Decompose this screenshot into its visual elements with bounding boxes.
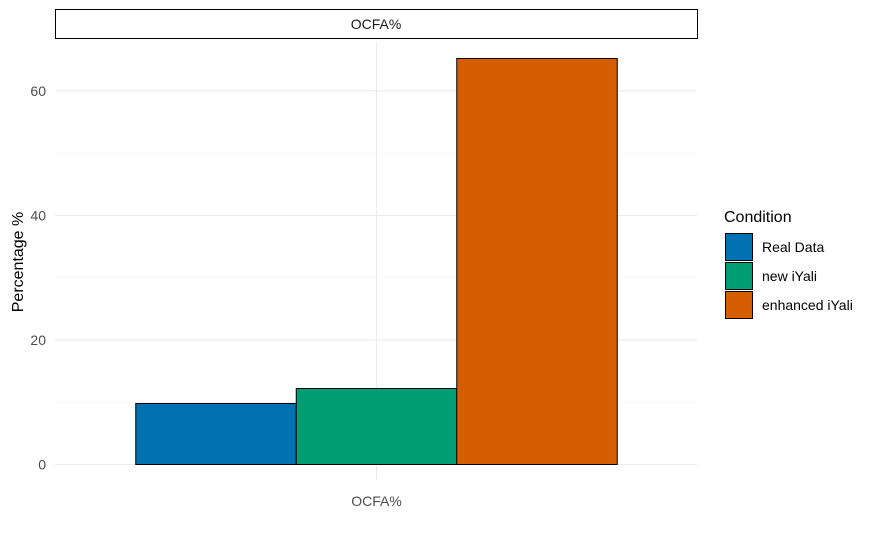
- y-tick-label: 20: [30, 332, 46, 348]
- y-tick-label: 40: [30, 207, 46, 223]
- legend-key: [725, 233, 753, 261]
- axes: 0 20 40 60 OCFA%: [30, 83, 401, 509]
- facet-strip: [55, 9, 698, 39]
- x-tick-label: OCFA%: [351, 493, 402, 509]
- legend-label: new iYali: [762, 268, 817, 284]
- legend: Condition Real Data new iYali enhanced iYa…: [724, 209, 853, 319]
- legend-label: enhanced iYali: [762, 297, 853, 313]
- legend-key: [725, 262, 753, 290]
- facet-strip-label: OCFA%: [351, 16, 402, 32]
- y-tick-label: 0: [38, 457, 46, 473]
- bar-real-data: [135, 402, 297, 466]
- y-axis-title: Percentage %: [10, 212, 27, 313]
- y-tick-label: 60: [30, 83, 46, 99]
- bars: [135, 57, 618, 466]
- bar-enhanced-iyali: [456, 57, 618, 465]
- bar-new-iyali: [295, 388, 458, 466]
- legend-key: [725, 291, 753, 319]
- legend-title: Condition: [724, 209, 792, 226]
- legend-label: Real Data: [762, 239, 824, 255]
